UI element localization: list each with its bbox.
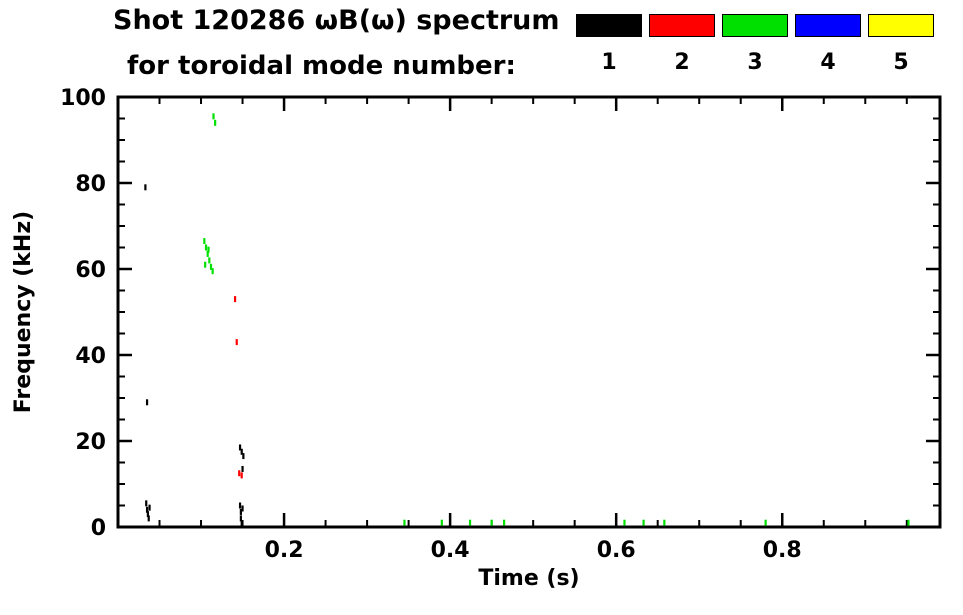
legend-swatch (576, 14, 642, 37)
y-tick-label: 100 (60, 86, 106, 111)
legend-swatch (795, 14, 861, 37)
legend-number: 4 (820, 50, 836, 75)
legend-swatch (868, 14, 934, 37)
legend-item: 1 (576, 14, 642, 74)
y-axis-title: Frequency (kHz) (11, 211, 36, 413)
x-tick-label: 0.6 (597, 538, 636, 563)
plot-title: Shot 120286 ωB(ω) spectrum (113, 5, 560, 36)
y-tick-label: 80 (75, 172, 106, 197)
legend-number: 5 (893, 50, 909, 75)
legend: 1 2 3 4 5 (576, 14, 934, 74)
x-axis-title: Time (s) (478, 566, 579, 591)
legend-swatch (722, 14, 788, 37)
y-tick-label: 0 (91, 516, 106, 541)
x-tick-label: 0.2 (265, 538, 304, 563)
plot-frame (116, 95, 942, 529)
legend-item: 4 (795, 14, 861, 74)
y-tick-label: 20 (75, 430, 106, 455)
legend-item: 5 (868, 14, 934, 74)
y-tick-label: 60 (75, 258, 106, 283)
legend-number: 2 (674, 50, 690, 75)
x-tick-label: 0.8 (763, 538, 802, 563)
legend-swatch (649, 14, 715, 37)
legend-number: 1 (601, 50, 617, 75)
x-tick-label: 0.4 (431, 538, 470, 563)
legend-item: 3 (722, 14, 788, 74)
legend-item: 2 (649, 14, 715, 74)
y-tick-label: 40 (75, 344, 106, 369)
legend-number: 3 (747, 50, 763, 75)
plot-subtitle: for toroidal mode number: (127, 51, 516, 81)
